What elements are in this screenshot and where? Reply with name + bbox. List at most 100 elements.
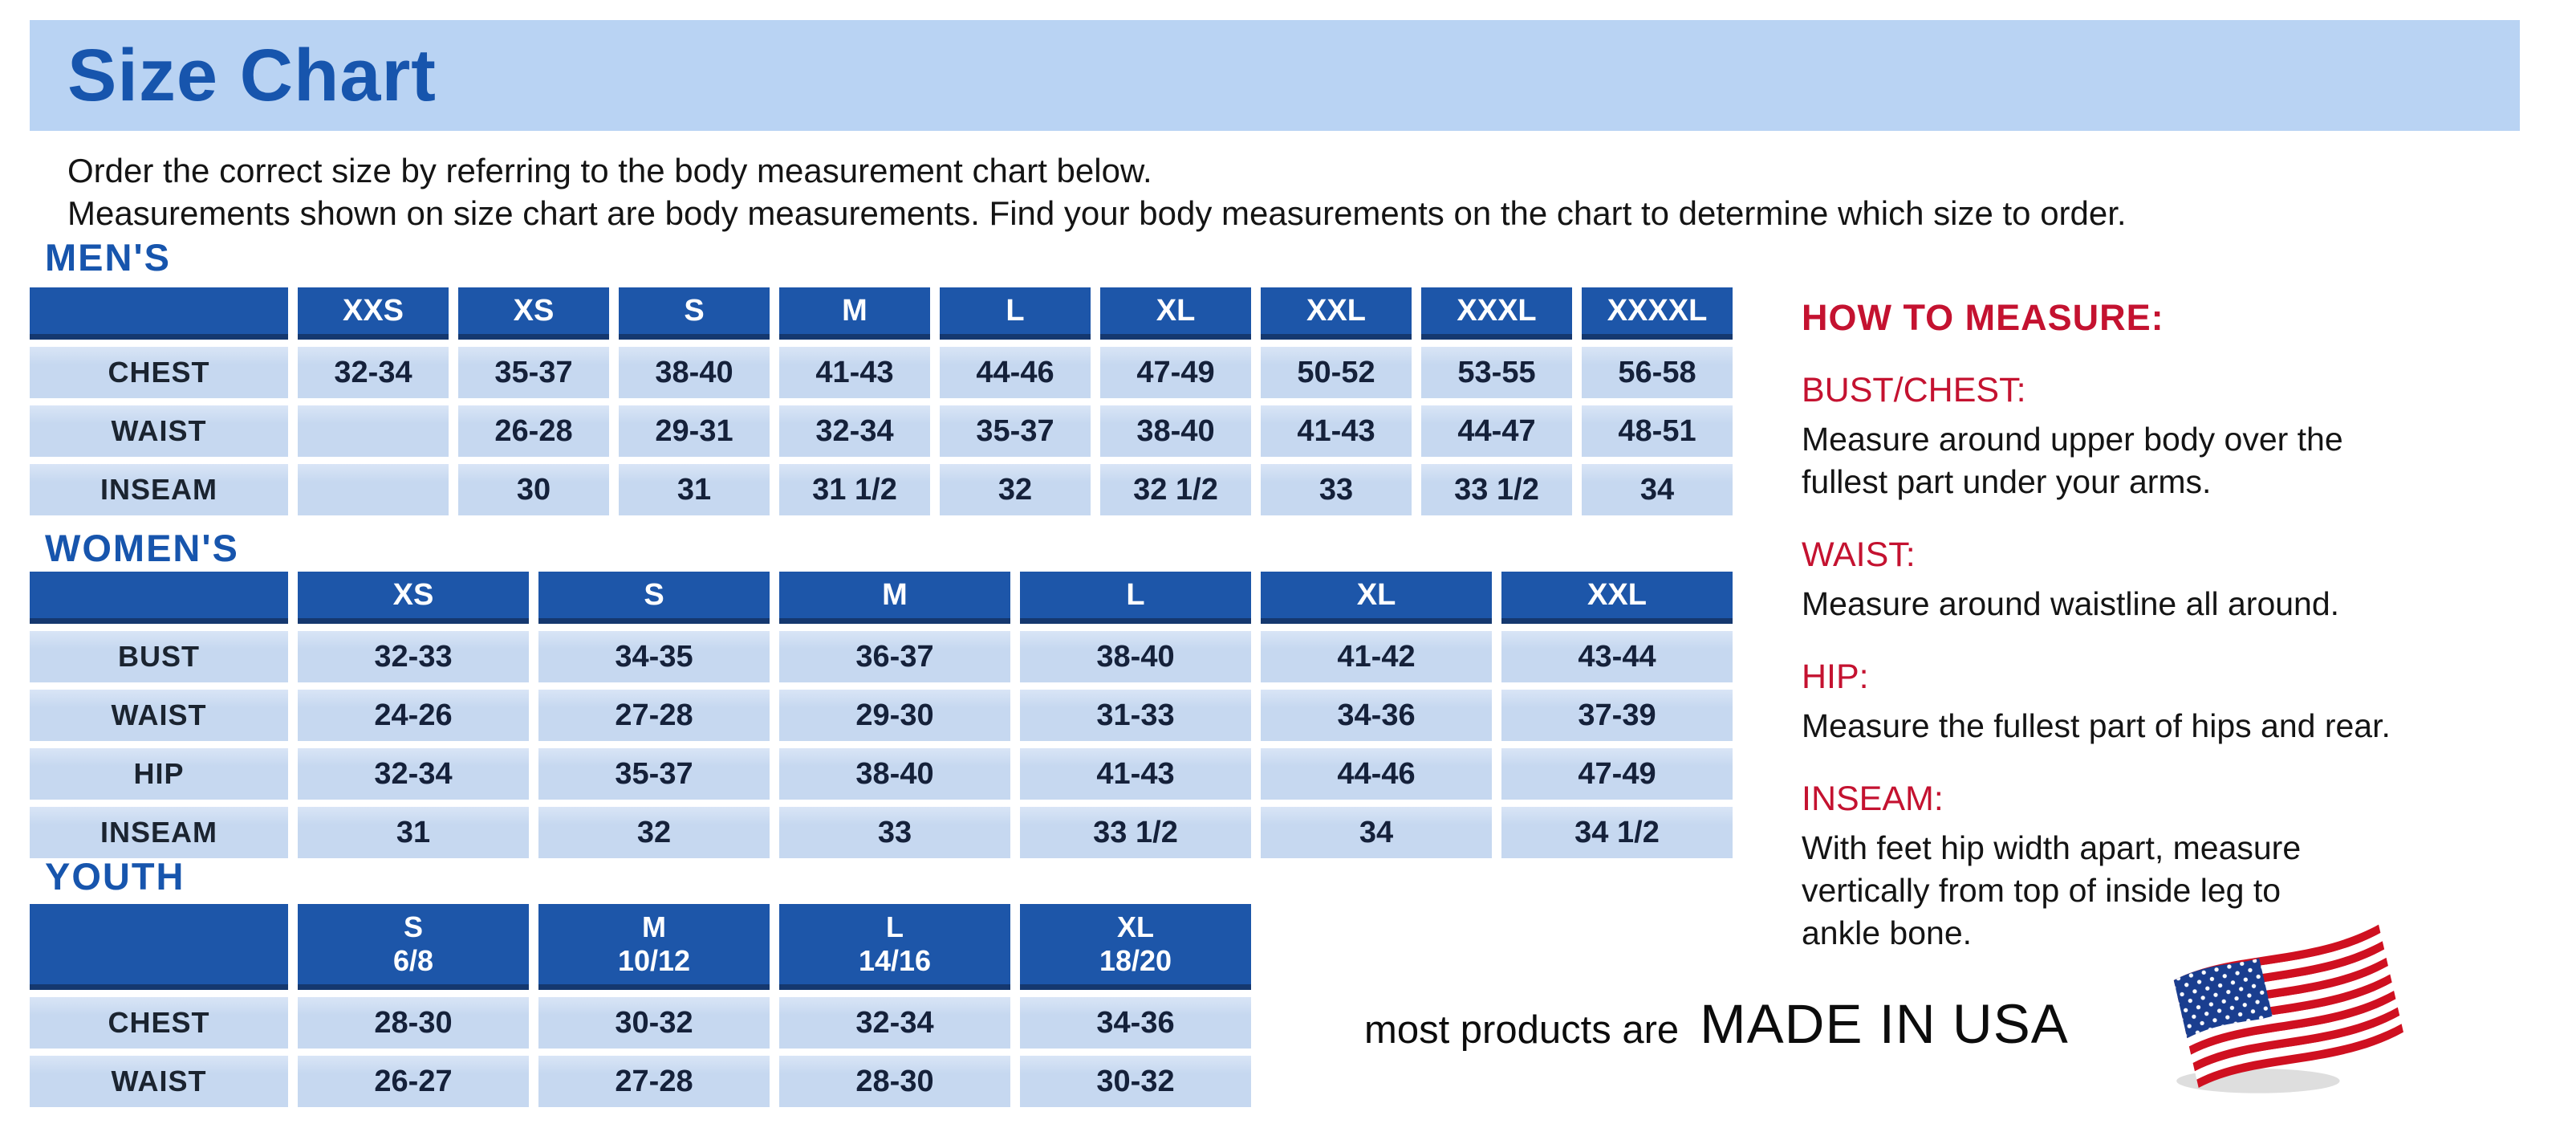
value-cell: 31 [619, 464, 770, 515]
intro-line-1: Order the correct size by referring to t… [67, 152, 1152, 189]
value-cell: 35-37 [538, 748, 770, 800]
column-header-cell: M 10/12 [538, 904, 770, 990]
value-cell: 32 [940, 464, 1091, 515]
value-cell: 34-36 [1020, 997, 1251, 1049]
measure-item-text: With feet hip width apart, measure verti… [1802, 829, 2302, 951]
measure-item-label: INSEAM: [1802, 780, 1944, 818]
value-cell: 32-34 [298, 347, 449, 398]
value-cell: 41-43 [1261, 405, 1412, 457]
value-cell: 34-36 [1261, 690, 1492, 741]
column-header-cell: XXL [1261, 287, 1412, 340]
intro-text: Order the correct size by referring to t… [67, 149, 2127, 234]
value-cell: 27-28 [538, 1056, 770, 1107]
column-header-cell: XL [1261, 572, 1492, 624]
value-cell: 38-40 [779, 748, 1010, 800]
value-cell: 41-42 [1261, 631, 1492, 682]
measure-item-label: WAIST: [1802, 535, 1916, 574]
value-cell: 32-33 [298, 631, 529, 682]
measure-item-text: Measure the fullest part of hips and rea… [1802, 707, 2391, 744]
youth-size-table: S 6/8 M 10/12 L 14/16 XL 18/20 CHEST 28-30 30-32 32… [30, 904, 1251, 1107]
value-cell: 32-34 [779, 997, 1010, 1049]
measure-item-label: HIP: [1802, 658, 1869, 696]
value-cell: 50-52 [1261, 347, 1412, 398]
value-cell: 33 [1261, 464, 1412, 515]
value-cell: 26-27 [298, 1056, 529, 1107]
value-cell: 37-39 [1501, 690, 1733, 741]
flag-stripes [2173, 924, 2403, 1088]
value-cell: 30-32 [1020, 1056, 1251, 1107]
column-header-cell: L [940, 287, 1091, 340]
value-cell: 31 1/2 [779, 464, 930, 515]
value-cell: 35-37 [940, 405, 1091, 457]
value-cell: 44-46 [1261, 748, 1492, 800]
value-cell: 41-43 [779, 347, 930, 398]
column-header-cell: XXXXL [1582, 287, 1733, 340]
column-header-cell: S 6/8 [298, 904, 529, 990]
value-cell: 32-34 [779, 405, 930, 457]
value-cell [298, 464, 449, 515]
row-label-cell: CHEST [30, 347, 288, 398]
measure-item-text: Measure around upper body over the fulle… [1802, 421, 2343, 500]
value-cell: 30-32 [538, 997, 770, 1049]
column-header-cell: L [1020, 572, 1251, 624]
value-cell: 34 [1582, 464, 1733, 515]
value-cell: 43-44 [1501, 631, 1733, 682]
value-cell: 26-28 [458, 405, 609, 457]
row-label-cell: WAIST [30, 405, 288, 457]
value-cell: 31-33 [1020, 690, 1251, 741]
corner-header-cell [30, 572, 288, 624]
how-to-measure-panel: HOW TO MEASURE: BUST/CHEST: Measure aroun… [1802, 297, 2564, 955]
page-title: Size Chart [67, 34, 437, 116]
corner-header-cell [30, 904, 288, 990]
column-header-cell: XXXL [1421, 287, 1572, 340]
row-label-cell: WAIST [30, 690, 288, 741]
value-cell: 24-26 [298, 690, 529, 741]
value-cell: 33 1/2 [1421, 464, 1572, 515]
value-cell: 47-49 [1501, 748, 1733, 800]
section-heading-womens: WOMEN'S [45, 527, 239, 569]
column-header-cell: XS [298, 572, 529, 624]
column-header-cell: S [619, 287, 770, 340]
value-cell: 34 [1261, 807, 1492, 858]
value-cell: 34-35 [538, 631, 770, 682]
value-cell: 31 [298, 807, 529, 858]
value-cell: 35-37 [458, 347, 609, 398]
value-cell: 33 [779, 807, 1010, 858]
row-label-cell: HIP [30, 748, 288, 800]
value-cell: 56-58 [1582, 347, 1733, 398]
title-bar: Size Chart [30, 20, 2520, 131]
value-cell: 30 [458, 464, 609, 515]
made-in-usa-text: MADE IN USA [1700, 993, 2069, 1055]
how-to-measure-heading: HOW TO MEASURE: [1802, 297, 2164, 338]
column-header-cell: L 14/16 [779, 904, 1010, 990]
value-cell: 53-55 [1421, 347, 1572, 398]
value-cell: 47-49 [1100, 347, 1251, 398]
column-header-cell: XXS [298, 287, 449, 340]
value-cell: 33 1/2 [1020, 807, 1251, 858]
measure-item-label: BUST/CHEST: [1802, 371, 2026, 409]
value-cell: 29-30 [779, 690, 1010, 741]
column-header-cell: M [779, 287, 930, 340]
how-to-measure-items: BUST/CHEST: Measure around upper body ove… [1802, 371, 2564, 955]
value-cell [298, 405, 449, 457]
column-header-cell: S [538, 572, 770, 624]
value-cell: 44-46 [940, 347, 1091, 398]
column-header-cell: M [779, 572, 1010, 624]
row-label-cell: BUST [30, 631, 288, 682]
section-heading-youth: YOUTH [45, 855, 185, 898]
value-cell: 38-40 [1020, 631, 1251, 682]
made-in-usa-prefix: most products are [1364, 1008, 1680, 1052]
value-cell: 29-31 [619, 405, 770, 457]
intro-line-2: Measurements shown on size chart are bod… [67, 194, 2127, 232]
made-in-usa-line: most products are MADE IN USA [1364, 992, 2069, 1056]
row-label-cell: INSEAM [30, 464, 288, 515]
value-cell: 34 1/2 [1501, 807, 1733, 858]
section-heading-mens: MEN'S [45, 236, 171, 279]
value-cell: 48-51 [1582, 405, 1733, 457]
corner-header-cell [30, 287, 288, 340]
value-cell: 32 1/2 [1100, 464, 1251, 515]
value-cell: 28-30 [779, 1056, 1010, 1107]
measure-item-text: Measure around waistline all around. [1802, 585, 2340, 622]
row-label-cell: INSEAM [30, 807, 288, 858]
